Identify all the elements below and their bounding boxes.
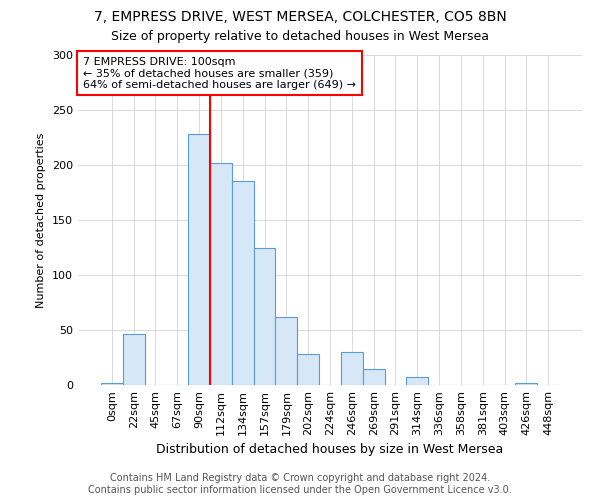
Text: Size of property relative to detached houses in West Mersea: Size of property relative to detached ho… bbox=[111, 30, 489, 43]
Bar bbox=[188, 134, 210, 385]
Bar bbox=[341, 352, 363, 385]
Bar bbox=[254, 248, 275, 385]
Bar bbox=[515, 383, 537, 385]
Bar bbox=[232, 182, 254, 385]
Bar bbox=[101, 383, 123, 385]
Text: 7, EMPRESS DRIVE, WEST MERSEA, COLCHESTER, CO5 8BN: 7, EMPRESS DRIVE, WEST MERSEA, COLCHESTE… bbox=[94, 10, 506, 24]
Bar bbox=[275, 317, 297, 385]
Bar bbox=[123, 334, 145, 385]
X-axis label: Distribution of detached houses by size in West Mersea: Distribution of detached houses by size … bbox=[157, 444, 503, 456]
Text: Contains HM Land Registry data © Crown copyright and database right 2024.
Contai: Contains HM Land Registry data © Crown c… bbox=[88, 474, 512, 495]
Y-axis label: Number of detached properties: Number of detached properties bbox=[37, 132, 46, 308]
Bar bbox=[297, 354, 319, 385]
Bar bbox=[210, 163, 232, 385]
Text: 7 EMPRESS DRIVE: 100sqm
← 35% of detached houses are smaller (359)
64% of semi-d: 7 EMPRESS DRIVE: 100sqm ← 35% of detache… bbox=[83, 56, 356, 90]
Bar bbox=[363, 368, 385, 385]
Bar bbox=[406, 378, 428, 385]
